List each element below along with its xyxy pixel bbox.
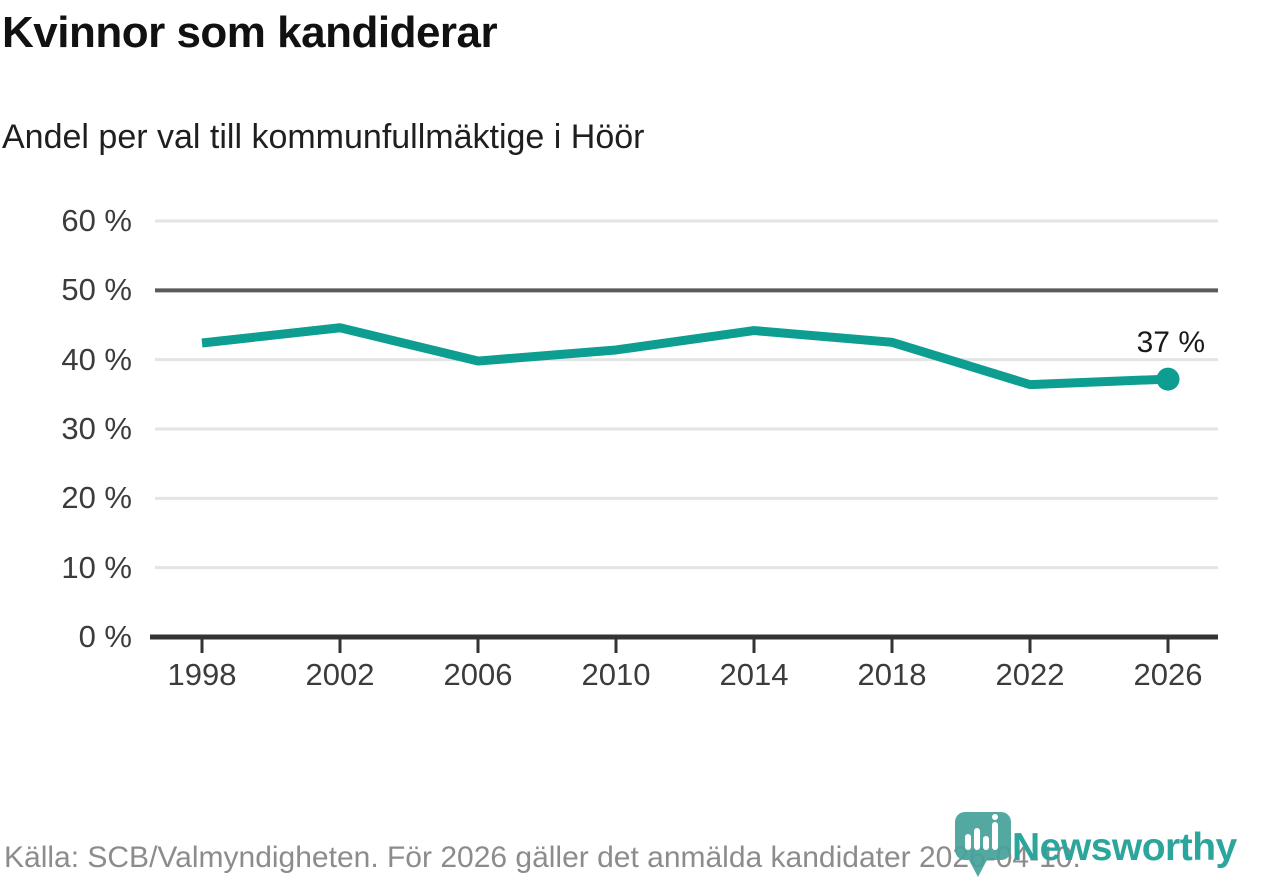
chart-title: Kvinnor som kandiderar — [2, 8, 498, 57]
y-axis-tick-label: 60 % — [61, 203, 132, 238]
x-axis-tick-label: 2006 — [443, 657, 513, 692]
y-axis-tick-label: 50 % — [61, 272, 132, 308]
last-point-marker — [1156, 367, 1180, 391]
x-axis-tick-label: 1998 — [167, 657, 237, 692]
chart-subtitle: Andel per val till kommunfullmäktige i H… — [2, 118, 645, 156]
x-axis-tick-label: 2014 — [719, 657, 789, 692]
bar-chart-pin-icon — [955, 812, 1011, 877]
source-note: Källa: SCB/Valmyndigheten. För 2026 gäll… — [4, 841, 1081, 874]
y-axis-tick-label: 10 % — [61, 549, 132, 585]
newsworthy-wordmark: Newsworthy — [1012, 826, 1237, 869]
y-axis-tick-label: 0 % — [78, 619, 132, 654]
x-axis-tick-label: 2010 — [581, 657, 651, 692]
x-axis-tick-label: 2022 — [995, 657, 1065, 692]
y-axis-tick-label: 40 % — [61, 341, 132, 377]
x-axis-tick-label: 2026 — [1133, 657, 1203, 692]
data-line — [201, 323, 1169, 390]
last-point-value-label: 37 % — [1136, 326, 1205, 359]
newsworthy-logo: Newsworthy — [953, 810, 1262, 879]
x-axis-tick-label: 2018 — [857, 657, 927, 692]
x-axis-tick-label: 2002 — [305, 657, 375, 692]
y-axis-tick-label: 20 % — [61, 480, 132, 516]
y-axis-tick-label: 30 % — [61, 411, 132, 446]
